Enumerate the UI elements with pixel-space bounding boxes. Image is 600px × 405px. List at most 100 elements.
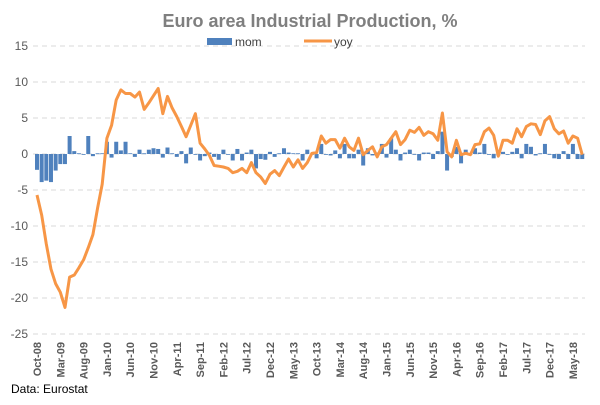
mom-bar [72, 151, 77, 154]
mom-bar [286, 152, 291, 154]
y-tick-label: -5 [17, 183, 28, 197]
y-tick-label: -10 [11, 219, 29, 233]
gridlines [33, 45, 585, 335]
mom-bar [570, 143, 575, 154]
mom-bar [142, 153, 147, 155]
mom-bar [67, 136, 72, 154]
mom-bar [323, 154, 328, 155]
mom-bar [370, 154, 375, 156]
mom-bar [398, 154, 403, 161]
mom-bar [277, 153, 282, 155]
mom-bar [556, 154, 561, 160]
x-tick-label: Mar-14 [335, 341, 347, 377]
mom-bar [291, 153, 296, 155]
mom-bar [128, 153, 133, 155]
x-axis-labels: Oct-08 Mar-09 Aug-09 Jan-10 Jun-10 Nov-10 Apr-… [32, 341, 580, 379]
mom-bar [244, 152, 249, 154]
mom-bar [272, 154, 277, 157]
mom-bar [35, 154, 39, 170]
mom-bar [347, 154, 352, 159]
mom-bar [514, 148, 519, 154]
mom-bar [39, 154, 44, 183]
mom-bar [561, 151, 566, 154]
mom-bar [235, 148, 240, 154]
mom-bar [435, 151, 440, 154]
mom-bar [156, 148, 161, 154]
mom-bar [62, 154, 67, 165]
legend-label-mom: mom [235, 35, 262, 49]
mom-bar [281, 148, 286, 154]
x-tick-label: Feb-17 [498, 342, 510, 377]
mom-bar [403, 152, 408, 154]
mom-bar [240, 154, 245, 161]
mom-bar [384, 154, 389, 158]
mom-bar [249, 149, 254, 154]
mom-bar [179, 151, 184, 154]
legend-label-yoy: yoy [334, 35, 353, 49]
mom-bar [212, 154, 217, 157]
mom-bar [519, 154, 524, 159]
mom-bar [361, 154, 366, 166]
mom-bar [300, 154, 305, 161]
x-tick-label: Jun-10 [125, 342, 137, 377]
mom-bar [254, 154, 259, 169]
y-tick-label: -20 [11, 291, 29, 305]
mom-bar [151, 148, 156, 154]
mom-bar [48, 154, 53, 183]
mom-bar [44, 154, 49, 181]
mom-bar [184, 154, 189, 164]
mom-bar [221, 149, 226, 154]
mom-bar [524, 143, 529, 154]
mom-bar [109, 154, 114, 158]
x-tick-label: May-18 [568, 342, 580, 379]
y-tick-label: 5 [21, 111, 28, 125]
y-tick-label: -25 [11, 327, 29, 341]
mom-bar [542, 143, 547, 154]
mom-bar [538, 153, 543, 155]
y-axis-labels: 15 10 5 0 -5 -10 -15 -20 -25 [11, 39, 29, 341]
mom-bar [337, 154, 342, 159]
mom-bar [314, 154, 319, 159]
mom-bar [328, 154, 333, 156]
mom-bar [137, 149, 142, 154]
y-tick-label: 15 [15, 39, 29, 53]
mom-bar [123, 141, 128, 154]
mom-bar [95, 153, 100, 155]
mom-bar [165, 147, 170, 154]
mom-bar [575, 154, 580, 160]
mom-bar [528, 146, 533, 154]
mom-bar [431, 154, 436, 160]
mom-bar [505, 154, 510, 155]
mom-bar [445, 154, 450, 171]
mom-bar [459, 154, 464, 164]
x-tick-label: May-13 [288, 342, 300, 379]
x-tick-label: Jun-15 [405, 342, 417, 377]
x-tick-label: Nov-10 [149, 342, 161, 379]
mom-bar [426, 152, 431, 154]
x-tick-label: Apr-11 [172, 342, 184, 376]
mom-bar [198, 154, 203, 161]
mom-bar [454, 146, 459, 154]
mom-bar [305, 149, 310, 154]
x-tick-label: Aug-09 [79, 342, 91, 379]
mom-bar [580, 154, 585, 160]
x-tick-label: Dec-12 [265, 342, 277, 378]
mom-bar [319, 143, 324, 154]
mom-bar [356, 149, 361, 154]
mom-bar [501, 151, 505, 154]
source-note: Data: Eurostat [11, 382, 88, 396]
x-tick-label: Sep-16 [475, 342, 487, 378]
mom-bar [389, 138, 394, 154]
mom-bar [258, 154, 263, 160]
mom-bar [333, 150, 338, 154]
mom-bar [375, 152, 380, 154]
mom-bar [552, 154, 557, 159]
mom-bar [566, 154, 571, 160]
mom-bar [477, 152, 482, 154]
mom-bar [491, 154, 496, 159]
mom-bar [170, 153, 175, 155]
mom-bar [90, 154, 95, 157]
legend-swatch-mom [207, 38, 232, 45]
x-tick-label: Oct-08 [32, 342, 44, 376]
